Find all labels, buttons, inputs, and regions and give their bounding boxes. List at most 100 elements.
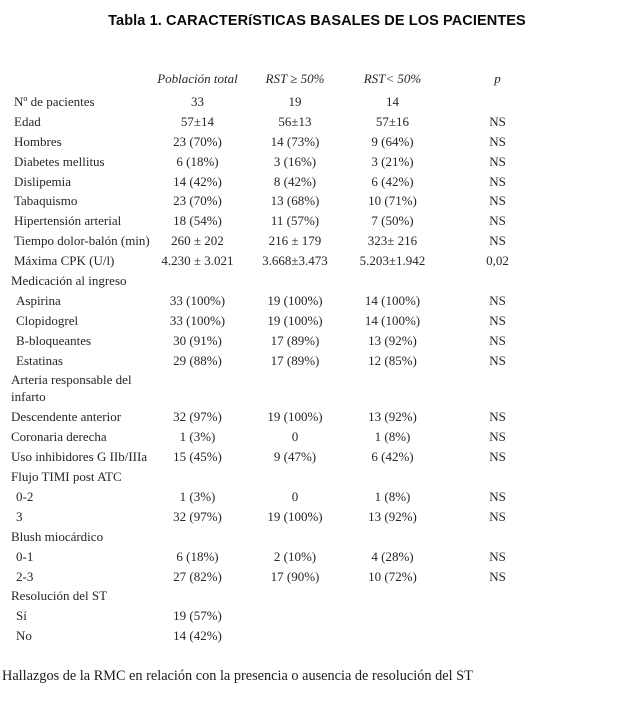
row-label: 3 xyxy=(16,508,23,524)
section-label: Medicación al ingreso xyxy=(11,272,127,288)
cell-value xyxy=(345,606,440,626)
row-label: Descendente anterior xyxy=(11,409,122,425)
table-section-row: Resolución del ST xyxy=(0,586,555,606)
table-row: Clopidogrel 33 (100%) 19 (100%) 14 (100%) NS xyxy=(0,311,555,331)
row-label: Sí xyxy=(16,608,27,624)
cell-p-value: NS xyxy=(489,449,506,465)
cell-value xyxy=(245,370,345,407)
cell-value: 19 (100%) xyxy=(267,409,323,425)
cell-value: 323± 216 xyxy=(367,233,418,249)
row-label: Estatinas xyxy=(16,352,63,368)
cell-value xyxy=(345,370,440,407)
row-label: Tabaquismo xyxy=(14,193,78,209)
row-label: 0-1 xyxy=(16,548,34,564)
cell-value: 13 (92%) xyxy=(368,508,417,524)
cell-value: 260 ± 202 xyxy=(171,233,224,249)
cell-value: 23 (70%) xyxy=(173,133,222,149)
row-label: 0-2 xyxy=(16,488,34,504)
cell-value: 3 (21%) xyxy=(371,153,414,169)
cell-p-value: NS xyxy=(489,568,506,584)
col-header-p-value: p xyxy=(494,71,501,86)
cell-p-value xyxy=(440,370,555,407)
cell-value xyxy=(345,527,440,547)
cell-value: 10 (72%) xyxy=(368,568,417,584)
cell-value: 12 (85%) xyxy=(368,352,417,368)
section-label: Resolución del ST xyxy=(11,588,108,604)
table-section-row: Flujo TIMI post ATC xyxy=(0,467,555,487)
table-row: 0-2 1 (3%) 0 1 (8%) NS xyxy=(0,487,555,507)
cell-value: 32 (97%) xyxy=(173,409,222,425)
row-label: Máxima CPK (U/l) xyxy=(14,253,115,269)
row-label: Coronaria derecha xyxy=(11,429,107,445)
cell-value: 14 xyxy=(386,93,399,109)
table-row: Hipertensión arterial 18 (54%) 11 (57%) 7 (… xyxy=(0,211,555,231)
table-row: Sí 19 (57%) xyxy=(0,606,555,626)
table-title: Tabla 1. CARACTERíSTICAS BASALES DE LOS … xyxy=(108,13,526,29)
table-row: Dislipemia 14 (42%) 8 (42%) 6 (42%) NS xyxy=(0,172,555,192)
table-row: Tiempo dolor-balón (min) 260 ± 202 216 ± 1… xyxy=(0,231,555,251)
cell-p-value xyxy=(440,606,555,626)
cell-value: 6 (42%) xyxy=(371,449,414,465)
cell-value xyxy=(150,527,245,547)
cell-p-value: NS xyxy=(489,292,506,308)
cell-p-value xyxy=(440,626,555,646)
table-row: B-bloqueantes 30 (91%) 17 (89%) 13 (92%) NS xyxy=(0,331,555,351)
cell-value: 0 xyxy=(291,429,299,445)
cell-value: 57±14 xyxy=(180,113,215,129)
row-label: Dislipemia xyxy=(14,173,72,189)
row-label: Hombres xyxy=(14,133,62,149)
cell-value: 14 (100%) xyxy=(364,312,421,328)
cell-p-value: NS xyxy=(489,488,506,504)
cell-value: 6 (42%) xyxy=(371,173,414,189)
row-label: Diabetes mellitus xyxy=(14,153,105,169)
cell-p-value: NS xyxy=(489,193,506,209)
cell-value: 23 (70%) xyxy=(173,193,222,209)
cell-value: 19 (100%) xyxy=(267,508,323,524)
section-label: Blush miocárdico xyxy=(11,528,104,544)
cell-p-value: NS xyxy=(489,312,506,328)
table-row: Coronaria derecha 1 (3%) 0 1 (8%) NS xyxy=(0,427,555,447)
cell-p-value: NS xyxy=(489,409,506,425)
section-label: Flujo TIMI post ATC xyxy=(11,469,122,485)
cell-value: 1 (3%) xyxy=(179,429,216,445)
cell-value: 15 (45%) xyxy=(173,449,222,465)
col-header-rst-ge-50: RST ≥ 50% xyxy=(265,71,325,86)
table-row: Estatinas 29 (88%) 17 (89%) 12 (85%) NS xyxy=(0,351,555,371)
cell-value: 17 (89%) xyxy=(270,352,320,368)
cell-value: 14 (100%) xyxy=(364,292,421,308)
cell-value: 56±13 xyxy=(278,113,312,129)
cell-value: 5.203±1.942 xyxy=(359,253,426,269)
cell-p-value: NS xyxy=(489,332,506,348)
cell-value: 7 (50%) xyxy=(371,213,414,229)
table-row: Máxima CPK (U/l) 4.230 ± 3.021 3.668±3.473… xyxy=(0,251,555,271)
cell-value: 3 (16%) xyxy=(273,153,317,169)
cell-p-value xyxy=(440,527,555,547)
cell-value: 57±16 xyxy=(375,113,410,129)
table-row: 3 32 (97%) 19 (100%) 13 (92%) NS xyxy=(0,507,555,527)
table-row: Edad 57±14 56±13 57±16 NS xyxy=(0,112,555,132)
cell-value: 2 (10%) xyxy=(273,548,317,564)
row-label: No xyxy=(16,628,32,644)
cell-value: 10 (71%) xyxy=(368,193,417,209)
cell-value: 19 (100%) xyxy=(267,292,323,308)
row-label: Clopidogrel xyxy=(16,312,79,328)
cell-value: 30 (91%) xyxy=(173,332,222,348)
cell-p-value: NS xyxy=(489,233,506,249)
cell-p-value: NS xyxy=(489,113,506,129)
cell-value: 14 (42%) xyxy=(173,173,222,189)
cell-value xyxy=(150,467,245,487)
cell-value: 216 ± 179 xyxy=(268,233,322,249)
cell-value: 32 (97%) xyxy=(173,508,222,524)
cell-p-value: NS xyxy=(489,508,506,524)
cell-value: 29 (88%) xyxy=(173,352,222,368)
row-label: 2-3 xyxy=(16,568,34,584)
cell-value: 3.668±3.473 xyxy=(262,253,328,269)
cell-value: 9 (64%) xyxy=(371,133,414,149)
cell-value: 4.230 ± 3.021 xyxy=(161,253,234,269)
row-label: Nº de pacientes xyxy=(14,93,95,109)
cell-value xyxy=(150,271,245,291)
row-label: Tiempo dolor-balón (min) xyxy=(14,233,150,249)
cell-p-value xyxy=(440,467,555,487)
table-row: Uso inhibidores G IIb/IIIa 15 (45%) 9 (47%… xyxy=(0,447,555,467)
row-label: Uso inhibidores G IIb/IIIa xyxy=(11,449,148,465)
